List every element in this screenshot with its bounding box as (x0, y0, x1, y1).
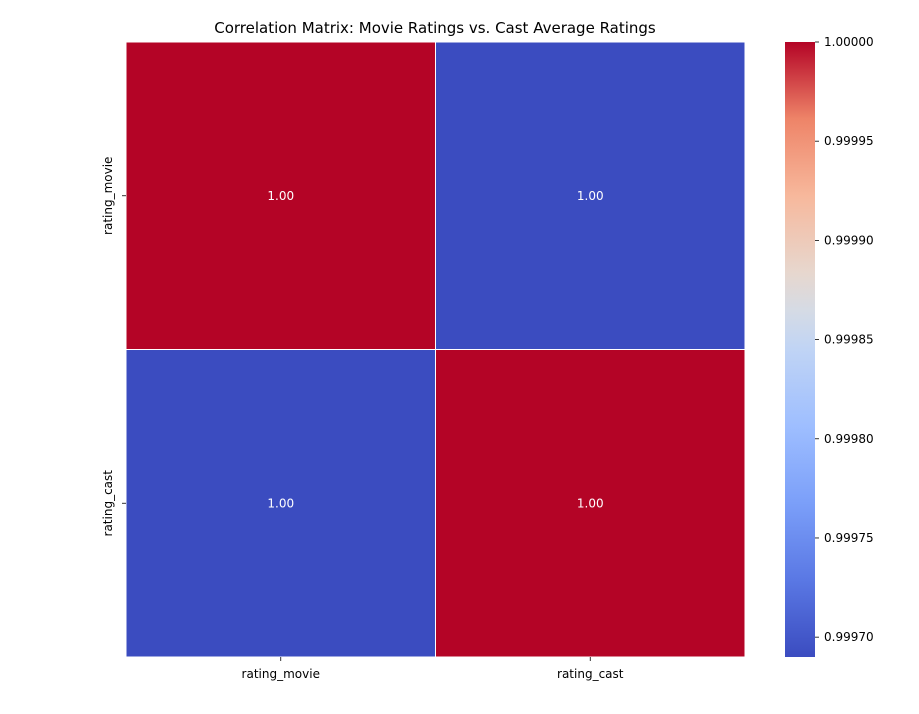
heatmap-cells (125, 41, 746, 658)
colorbar-tick-label: 0.99970 (824, 630, 874, 644)
x-axis: rating_movie rating_cast (242, 657, 624, 681)
heatmap-cell-rating_cast-rating_cast (435, 349, 746, 658)
chart-title: Correlation Matrix: Movie Ratings vs. Ca… (214, 19, 656, 37)
y-tick-label: rating_cast (101, 470, 115, 537)
cell-value-label: 1.00 (267, 496, 294, 510)
cell-value-label: 1.00 (577, 496, 604, 510)
colorbar (785, 42, 815, 657)
heatmap-cell-rating_cast-rating_movie (125, 349, 436, 658)
colorbar-ticks: 0.99970 0.99975 0.99980 0.99985 0.99990 0.999… (815, 35, 874, 644)
colorbar-tick-label: 0.99995 (824, 134, 874, 148)
colorbar-tick-label: 0.99980 (824, 432, 874, 446)
colorbar-tick-label: 1.00000 (824, 35, 874, 49)
cell-value-label: 1.00 (577, 189, 604, 203)
heatmap-cell-rating_movie-rating_cast (435, 41, 746, 350)
colorbar-tick-label: 0.99975 (824, 531, 874, 545)
heatmap-cell-labels: 1.00 1.00 1.00 1.00 (267, 189, 603, 511)
cell-value-label: 1.00 (267, 189, 294, 203)
x-tick-label: rating_cast (557, 667, 624, 681)
y-tick-label: rating_movie (101, 157, 115, 235)
y-axis: rating_movie rating_cast (101, 157, 126, 537)
colorbar-tick-label: 0.99990 (824, 233, 874, 247)
heatmap-cell-rating_movie-rating_movie (125, 41, 436, 350)
colorbar-tick-label: 0.99985 (824, 333, 874, 347)
x-tick-label: rating_movie (242, 667, 320, 681)
